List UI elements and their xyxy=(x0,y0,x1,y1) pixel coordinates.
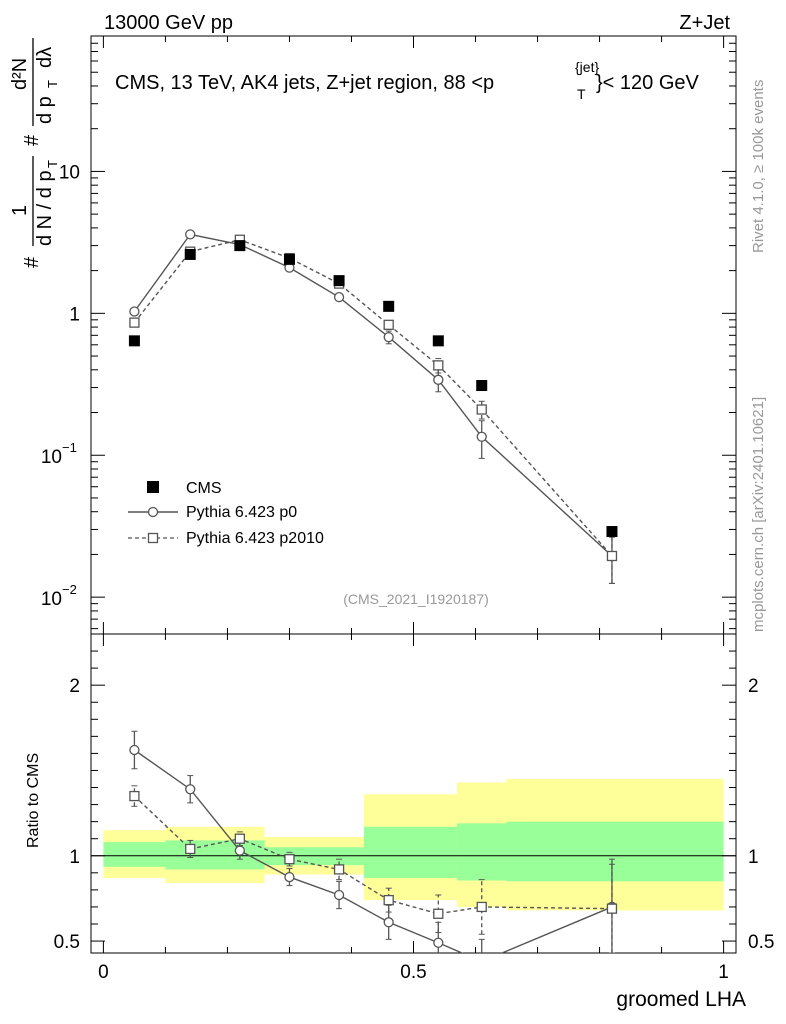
y-tick-label-main: 10 xyxy=(41,447,62,468)
ylabel-hash-2: # xyxy=(21,134,43,146)
y-axis-label-main: # 1 d N / d p T # d²N d p T dλ xyxy=(9,38,60,268)
ratio-point-p0 xyxy=(383,917,394,928)
legend: CMS Pythia 6.423 p0 Pythia 6.423 p2010 xyxy=(128,480,324,547)
legend-marker-cms xyxy=(147,481,159,493)
x-axis-label: groomed LHA xyxy=(616,988,746,1011)
x-tick-label: 0 xyxy=(98,962,109,983)
main-line-1 xyxy=(133,239,613,557)
chart-title-sup: {jet} xyxy=(575,59,599,75)
ratio-point-p0 xyxy=(284,871,295,883)
mcplots-label: mcplots.cern.ch [arXiv:2401.10621] xyxy=(750,397,767,632)
ratio-point-p0 xyxy=(477,957,486,966)
y-tick-label-ratio-right: 0.5 xyxy=(748,932,774,953)
ylabel-dn-dpt: d N / d p xyxy=(34,170,56,246)
ylabel-t-1: T xyxy=(45,160,60,168)
ratio-point-p2010 xyxy=(185,843,196,855)
ylabel-t-2: T xyxy=(45,80,60,88)
ratio-point-p0 xyxy=(234,845,245,856)
ratio-point-p2010 xyxy=(284,854,295,865)
ratio-point-p2010 xyxy=(606,903,618,914)
ratio-point-p2010 xyxy=(234,833,245,844)
main-point-p0 xyxy=(383,331,394,343)
stat-band-3 xyxy=(363,826,457,878)
main-series xyxy=(128,229,618,584)
cms-point xyxy=(606,526,618,538)
main-point-p2010 xyxy=(433,360,444,371)
ratio-point-p0 xyxy=(333,889,345,901)
y-tick-label-ratio-right: 2 xyxy=(748,676,759,697)
cms-point xyxy=(333,275,345,287)
ratio-point-p0 xyxy=(129,744,140,756)
ratio-point-p0 xyxy=(185,784,196,795)
main-point-p0 xyxy=(476,431,487,442)
main-point-p0 xyxy=(129,306,140,317)
y-tick-label-main: 10 xyxy=(59,162,80,183)
y-tick-label-main-exp: −1 xyxy=(62,440,77,455)
ratio-point-p2010 xyxy=(476,901,487,913)
cms-point xyxy=(383,300,395,312)
legend-label-cms: CMS xyxy=(186,480,222,497)
y-tick-label-main-exp: −2 xyxy=(62,582,77,597)
chart-title-sub: T xyxy=(577,86,586,102)
ylabel-one: 1 xyxy=(9,205,31,216)
y-tick-label-main: 1 xyxy=(69,304,80,325)
main-point-p2010 xyxy=(129,317,140,328)
cms-point xyxy=(128,335,140,347)
ylabel-d2n: d²N xyxy=(9,58,31,90)
y-axis-label-ratio: Ratio to CMS xyxy=(25,753,42,848)
stat-band-5 xyxy=(506,821,724,882)
cms-point xyxy=(283,253,295,265)
x-tick-label: 1 xyxy=(718,962,729,983)
main-point-p2010 xyxy=(476,404,487,415)
legend-marker-p0 xyxy=(147,506,159,518)
main-point-p0 xyxy=(333,292,345,303)
axis-ticks xyxy=(91,35,736,953)
y-tick-label-ratio-left: 2 xyxy=(69,676,80,697)
ratio-point-p2010 xyxy=(129,790,140,802)
ylabel-dpt: d p xyxy=(34,96,56,124)
header-right-label: Z+Jet xyxy=(679,12,730,34)
legend-label-p2010: Pythia 6.423 p2010 xyxy=(186,530,324,547)
chart-title: CMS, 13 TeV, AK4 jets, Z+jet region, 88 … xyxy=(115,72,494,94)
chart-title-prefix: CMS, 13 TeV, AK4 jets, Z+jet region, 88 … xyxy=(115,72,494,94)
y-tick-label-ratio-right: 1 xyxy=(748,847,759,868)
y-tick-label-main: 10 xyxy=(41,589,62,610)
cms-point xyxy=(234,240,246,252)
ratio-point-p0 xyxy=(433,937,444,948)
legend-label-p0: Pythia 6.423 p0 xyxy=(186,504,297,521)
ratio-point-p2010 xyxy=(433,908,444,919)
legend-marker-p2010 xyxy=(147,532,159,544)
ratio-bands xyxy=(91,779,736,911)
stat-band-4 xyxy=(456,823,507,881)
ratio-series xyxy=(129,730,618,966)
ratio-point-p2010 xyxy=(383,894,394,906)
y-tick-label-ratio-left: 1 xyxy=(69,847,80,868)
ylabel-hash-1: # xyxy=(21,256,43,268)
cms-point xyxy=(476,380,488,392)
rivet-label: Rivet 4.1.0, ≥ 100k events xyxy=(750,80,767,253)
main-point-p0 xyxy=(185,229,196,240)
cms-point xyxy=(184,248,196,260)
watermark-label: (CMS_2021_I1920187) xyxy=(343,591,489,607)
ratio-point-p2010 xyxy=(333,864,345,875)
header-left-label: 13000 GeV pp xyxy=(104,12,233,34)
stat-band-0 xyxy=(103,842,166,867)
ylabel-dlambda: dλ xyxy=(34,47,56,68)
main-point-p2010 xyxy=(383,319,394,330)
main-point-p2010 xyxy=(606,550,618,562)
cms-point xyxy=(432,335,444,347)
chart-title-suffix: }< 120 GeV xyxy=(596,72,700,94)
main-point-p0 xyxy=(433,374,444,385)
stat-band-1 xyxy=(165,840,265,870)
y-tick-label-ratio-left: 0.5 xyxy=(54,932,80,953)
x-tick-label: 0.5 xyxy=(400,962,426,983)
